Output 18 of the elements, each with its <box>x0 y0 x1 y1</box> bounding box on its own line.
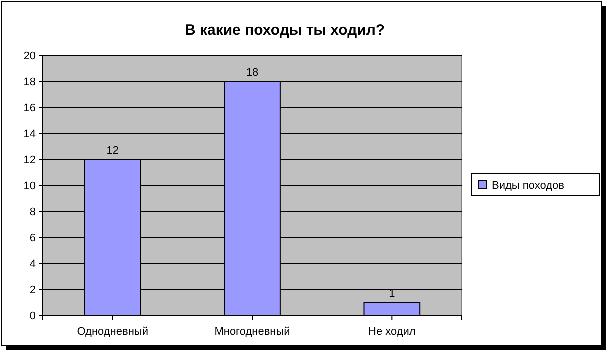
y-tick-label: 10 <box>24 180 36 193</box>
x-tick-label: Однодневный <box>77 326 148 338</box>
y-tick-label: 2 <box>30 284 36 297</box>
y-tick-label: 6 <box>30 232 36 245</box>
legend-label: Виды походов <box>492 180 565 192</box>
y-tick-label: 12 <box>24 154 36 167</box>
y-tick-label: 18 <box>24 76 36 89</box>
x-tick-label: Не ходил <box>368 326 416 338</box>
data-label: 18 <box>246 67 259 79</box>
y-tick-label: 0 <box>30 310 36 323</box>
chart-title: В какие походы ты ходил? <box>184 22 386 39</box>
x-tick-label: Многодневный <box>214 326 290 338</box>
y-tick-label: 20 <box>24 50 36 63</box>
y-tick-label: 16 <box>24 102 36 115</box>
y-tick-label: 14 <box>24 128 36 141</box>
data-label: 12 <box>106 145 119 157</box>
y-tick-label: 4 <box>30 258 36 271</box>
y-tick-label: 8 <box>30 206 36 219</box>
